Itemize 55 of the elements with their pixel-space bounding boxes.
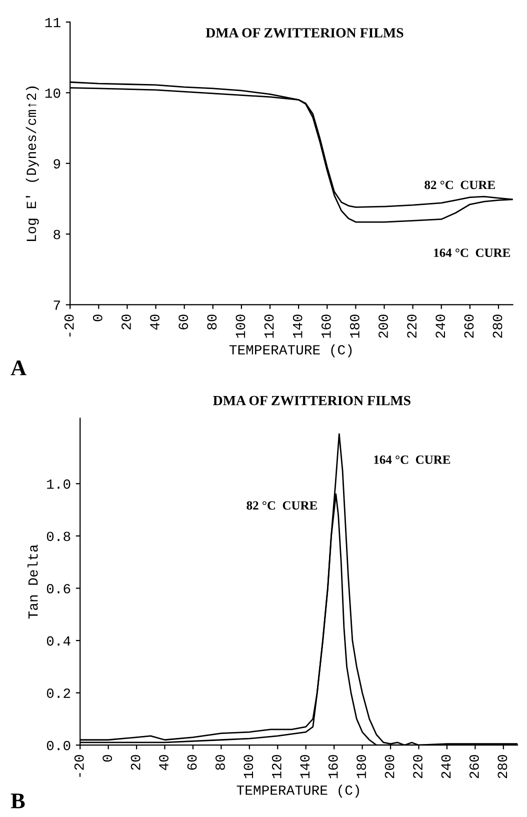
x-tick-label: 20 xyxy=(122,314,131,330)
y-tick-label: 11 xyxy=(45,18,60,28)
y-axis-title: Tan Delta xyxy=(28,544,38,619)
x-tick-label: 240 xyxy=(441,754,451,778)
x-tick-label: 100 xyxy=(236,314,246,338)
x-tick-label: 160 xyxy=(328,754,338,778)
y-tick-label: 0.4 xyxy=(46,636,70,646)
x-tick-label: 140 xyxy=(292,314,302,338)
x-tick-label: 80 xyxy=(216,754,225,770)
text: A xyxy=(10,360,26,376)
y-tick-label: 0.8 xyxy=(46,532,70,542)
y-tick-label: 8 xyxy=(54,230,60,240)
series-label: 82 °C CURE xyxy=(424,180,495,190)
x-tick-label: 0 xyxy=(102,754,112,762)
x-tick-label: 260 xyxy=(469,754,479,778)
x-tick-label: 60 xyxy=(187,754,197,770)
chart-title: DMA OF ZWITTERION FILMS xyxy=(206,28,404,38)
x-axis-title: TEMPERATURE (C) xyxy=(229,344,352,358)
x-tick-label: 200 xyxy=(384,754,394,778)
y-axis-title: Log E' (Dynes/cm↑2) xyxy=(26,86,39,241)
x-tick-label: 40 xyxy=(150,314,160,330)
y-tick-label: 0.6 xyxy=(46,584,70,594)
x-tick-label: 180 xyxy=(356,754,366,778)
x-tick-label: 120 xyxy=(272,754,282,778)
y-tick-label: 0.2 xyxy=(46,688,70,698)
x-tick-label: 40 xyxy=(159,754,168,770)
x-tick-label: 240 xyxy=(436,314,446,338)
x-tick-label: 260 xyxy=(464,314,474,338)
x-axis-title: TEMPERATURE (C) xyxy=(236,784,359,798)
text: 164 °C CURE xyxy=(374,455,450,464)
text: 164 °C CURE xyxy=(434,248,510,257)
x-tick-label: 220 xyxy=(407,314,417,338)
y-tick-label: 9 xyxy=(54,159,60,169)
y-tick-label: 0.0 xyxy=(46,740,70,750)
x-tick-label: 100 xyxy=(244,754,254,778)
y-tick-label: 1.0 xyxy=(47,479,70,489)
x-tick-label: -20 xyxy=(64,314,74,337)
x-tick-label: 80 xyxy=(207,314,217,330)
x-tick-label: 280 xyxy=(492,314,502,338)
x-tick-label: 60 xyxy=(178,314,188,330)
series-label: 82 °C CURE xyxy=(246,501,317,510)
x-tick-label: 200 xyxy=(378,314,388,338)
x-tick-label: 140 xyxy=(300,754,310,778)
y-tick-label: 7 xyxy=(54,300,60,310)
x-tick-label: 160 xyxy=(321,314,331,338)
chart-title: DMA OF ZWITTERION FILMS xyxy=(213,396,410,406)
x-tick-label: 220 xyxy=(413,754,422,778)
x-tick-label: 0 xyxy=(92,314,102,322)
x-tick-label: -20 xyxy=(74,754,84,777)
y-tick-label: 10 xyxy=(45,88,60,98)
text: B xyxy=(10,794,25,808)
x-tick-label: 180 xyxy=(350,314,360,338)
x-tick-label: 280 xyxy=(498,754,508,778)
x-tick-label: 20 xyxy=(130,754,140,770)
x-tick-label: 120 xyxy=(264,314,274,338)
